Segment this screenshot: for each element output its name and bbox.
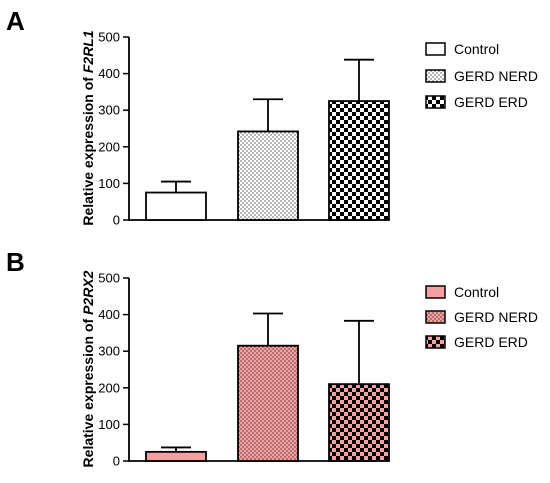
y-tick-label-b: 200 <box>98 380 120 395</box>
y-tick-label-a: 400 <box>98 66 120 81</box>
panel-b: B Relative expression of P2RX2 0 100 200 30… <box>6 247 538 469</box>
panel-letter-a: A <box>6 6 25 36</box>
legend-swatch-erd-b <box>425 335 446 349</box>
bar-gerd-erd-a <box>328 100 390 221</box>
legend-label-nerd-a: GERD NERD <box>454 68 538 84</box>
bar-gerd-erd-b <box>328 383 390 462</box>
y-tick-label-b: 300 <box>98 344 120 359</box>
legend-swatch-nerd-a <box>425 69 446 83</box>
y-tick-label-b: 500 <box>98 271 120 286</box>
bar-control-a <box>145 191 207 221</box>
legend-b: Control GERD NERD GERD ERD <box>425 284 538 350</box>
bar-gerd-nerd-a <box>237 130 299 221</box>
axes-a: 0 100 200 300 400 500 <box>98 30 376 228</box>
bar-gerd-nerd-b <box>237 344 299 462</box>
y-tick-label-a: 0 <box>113 213 120 228</box>
y-tick-label-a: 200 <box>98 139 120 154</box>
legend-label-control-a: Control <box>454 41 499 57</box>
legend-label-control-b: Control <box>454 284 499 300</box>
y-tick-label-a: 500 <box>98 30 120 45</box>
bars-a <box>145 58 390 221</box>
legend-swatch-control-a <box>425 42 446 56</box>
legend-label-erd-b: GERD ERD <box>454 334 528 350</box>
bar-control-b <box>145 450 207 462</box>
y-tick-label-b: 0 <box>113 454 120 469</box>
y-tick-label-a: 300 <box>98 103 120 118</box>
legend-label-nerd-b: GERD NERD <box>454 309 538 325</box>
legend-swatch-erd-a <box>425 95 446 109</box>
y-tick-label-a: 100 <box>98 176 120 191</box>
y-tick-label-b: 100 <box>98 417 120 432</box>
y-axis-label-b: Relative expression of P2RX2 <box>80 270 96 467</box>
y-tick-label-b: 400 <box>98 307 120 322</box>
y-axis-label-a: Relative expression of F2RL1 <box>80 30 96 226</box>
legend-swatch-control-b <box>425 285 446 299</box>
bars-b <box>145 312 390 462</box>
legend-swatch-nerd-b <box>425 310 446 324</box>
legend-a: Control GERD NERD GERD ERD <box>425 41 538 110</box>
panel-letter-b: B <box>6 247 25 277</box>
panel-a: A Relative expression of F2RL1 0 100 200 30… <box>6 6 538 228</box>
legend-label-erd-a: GERD ERD <box>454 94 528 110</box>
